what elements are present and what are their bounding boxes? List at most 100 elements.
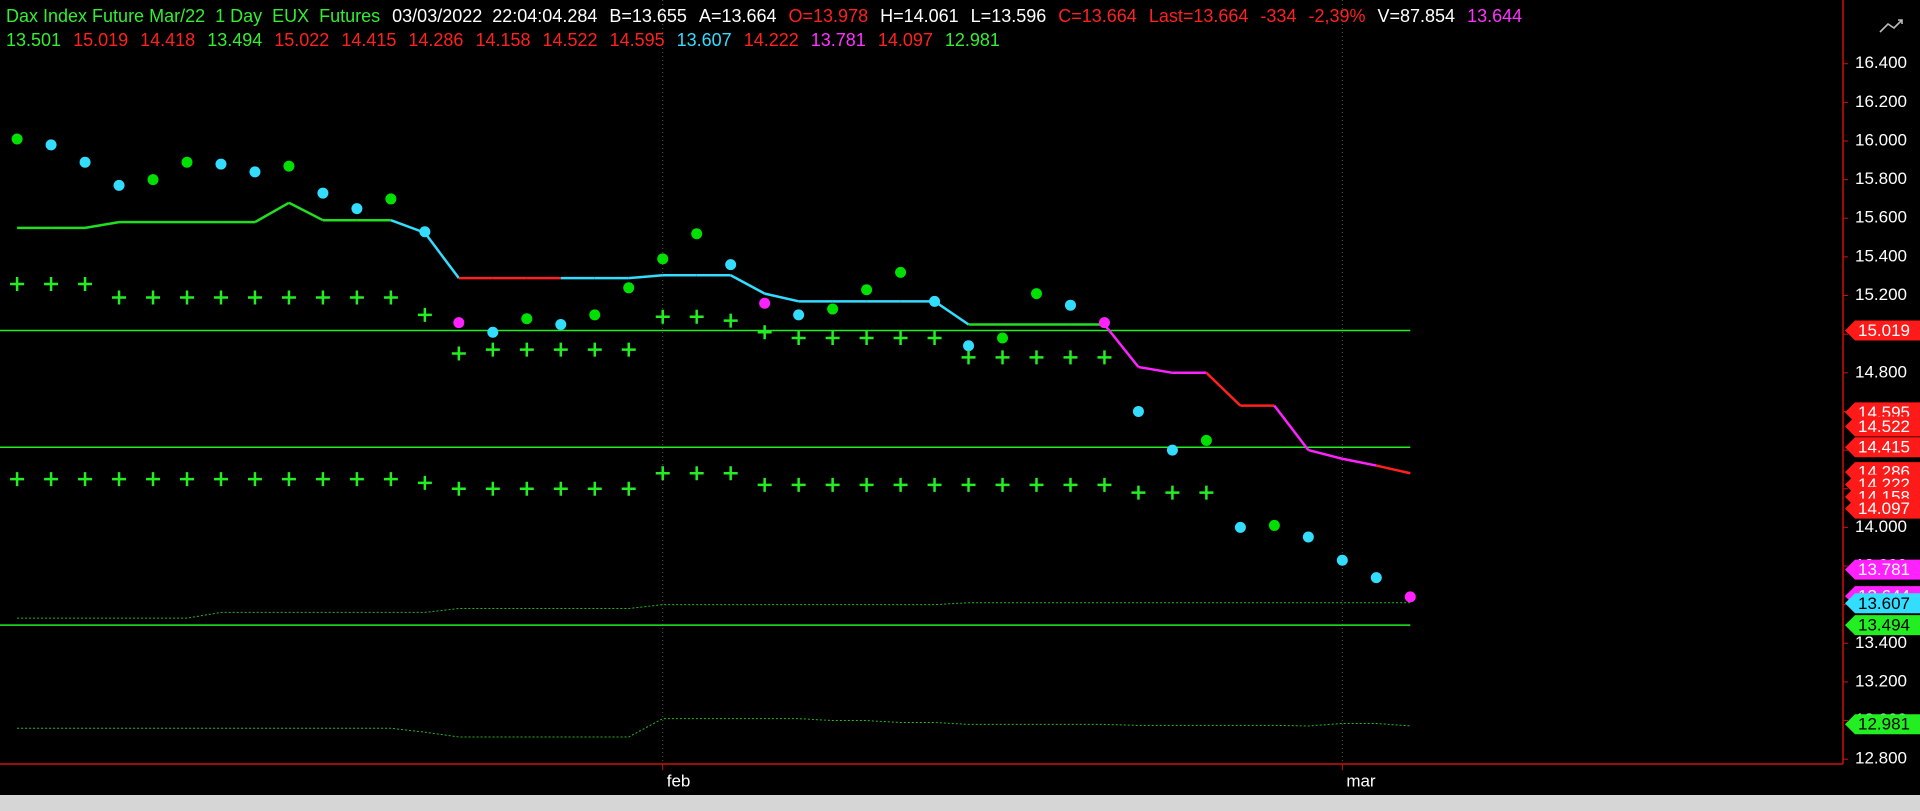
close-dot: [147, 174, 159, 186]
price-label: 14.522: [1858, 417, 1910, 436]
y-tick-label: 15.800: [1855, 169, 1907, 188]
close-dot: [555, 319, 567, 331]
header-item: 13.781: [810, 30, 866, 50]
plus-marker: [213, 290, 228, 305]
header-item: 03/03/2022 22:04:04.284: [392, 6, 598, 26]
price-label: 13.494: [1858, 616, 1910, 635]
header-item: 14.158: [475, 30, 531, 50]
plus-marker: [893, 331, 908, 346]
header-item: 14.418: [140, 30, 196, 50]
header-item: A=13.664: [698, 6, 777, 26]
plus-marker: [1097, 350, 1112, 365]
plus-marker: [213, 472, 228, 487]
price-label: 14.415: [1858, 438, 1910, 457]
plus-marker: [247, 472, 262, 487]
header-item: 15.022: [274, 30, 330, 50]
close-dot: [793, 309, 805, 321]
y-tick-label: 16.200: [1855, 92, 1907, 111]
close-dot: [997, 332, 1009, 344]
header-item: Last=13.664: [1148, 6, 1249, 26]
plus-marker: [995, 350, 1010, 365]
close-dot: [1234, 521, 1246, 533]
trail-segment: [1205, 371, 1242, 407]
plus-marker: [146, 472, 161, 487]
y-tick-label: 15.400: [1855, 246, 1907, 265]
plus-marker: [112, 290, 127, 305]
close-dot: [317, 187, 329, 199]
header-item: 14.286: [408, 30, 464, 50]
trail-segment: [933, 300, 970, 326]
plus-marker: [621, 342, 636, 357]
header-item: B=13.655: [609, 6, 687, 26]
close-dot: [895, 266, 907, 278]
plus-marker: [485, 342, 500, 357]
y-tick-label: 12.800: [1855, 749, 1907, 768]
plus-marker: [485, 481, 500, 496]
price-label-box: [1845, 437, 1920, 458]
header-item: V=87.854: [1377, 6, 1456, 26]
scrollbar[interactable]: [0, 795, 1920, 811]
x-tick-label: feb: [667, 771, 691, 790]
price-label: 15.019: [1858, 321, 1910, 340]
close-dot: [1200, 434, 1212, 446]
close-dot: [725, 259, 737, 271]
band-line: [17, 718, 1411, 738]
plus-marker: [859, 477, 874, 492]
close-dot: [827, 303, 839, 315]
close-dot: [1370, 572, 1382, 584]
header-item: L=13.596: [970, 6, 1047, 26]
trail-segment: [288, 201, 324, 222]
close-dot: [1404, 591, 1416, 603]
price-label: 13.607: [1858, 594, 1910, 613]
x-tick-label: mar: [1346, 771, 1376, 790]
header-item: 14.222: [743, 30, 799, 50]
plus-marker: [451, 481, 466, 496]
header: Dax Index Future Mar/22 1 Day EUX Future…: [6, 4, 1534, 52]
plus-marker: [451, 346, 466, 361]
plus-marker: [78, 276, 93, 291]
close-dot: [453, 317, 465, 329]
close-dot: [963, 340, 975, 352]
plus-marker: [383, 290, 398, 305]
toolbar-icon[interactable]: [1879, 19, 1903, 33]
price-label: 12.981: [1858, 715, 1910, 734]
price-label-box: [1845, 498, 1920, 519]
plus-marker: [791, 331, 806, 346]
plus-marker: [349, 472, 364, 487]
header-item: 14.415: [341, 30, 397, 50]
trail-segment: [1273, 404, 1310, 451]
trail-segment: [84, 220, 120, 230]
trail-segment: [423, 231, 460, 279]
header-item: 12.981: [944, 30, 1000, 50]
header-item: 13.494: [207, 30, 263, 50]
plus-marker: [1165, 485, 1180, 500]
plus-marker: [10, 276, 25, 291]
header-item: 13.501: [6, 30, 62, 50]
header-item: C=13.664: [1058, 6, 1137, 26]
close-dot: [589, 309, 601, 321]
close-dot: [1268, 519, 1280, 531]
trail-segment: [1376, 464, 1411, 475]
header-item: -2,39%: [1308, 6, 1366, 26]
plus-marker: [417, 307, 432, 322]
header-item: 15.019: [73, 30, 129, 50]
close-dot: [249, 166, 261, 178]
header-item: H=14.061: [880, 6, 959, 26]
header-item: 13.644: [1467, 6, 1523, 26]
close-dot: [861, 284, 873, 296]
close-dot: [759, 297, 771, 309]
plus-marker: [1063, 477, 1078, 492]
close-dot: [1064, 299, 1076, 311]
plus-marker: [893, 477, 908, 492]
plus-marker: [1029, 350, 1044, 365]
header-item: 13.607: [676, 30, 732, 50]
price-label: 13.781: [1858, 560, 1910, 579]
plus-marker: [553, 342, 568, 357]
close-dot: [521, 313, 533, 325]
plus-marker: [757, 325, 772, 340]
plus-marker: [689, 466, 704, 481]
close-dot: [351, 203, 363, 215]
price-label: 14.097: [1858, 499, 1910, 518]
